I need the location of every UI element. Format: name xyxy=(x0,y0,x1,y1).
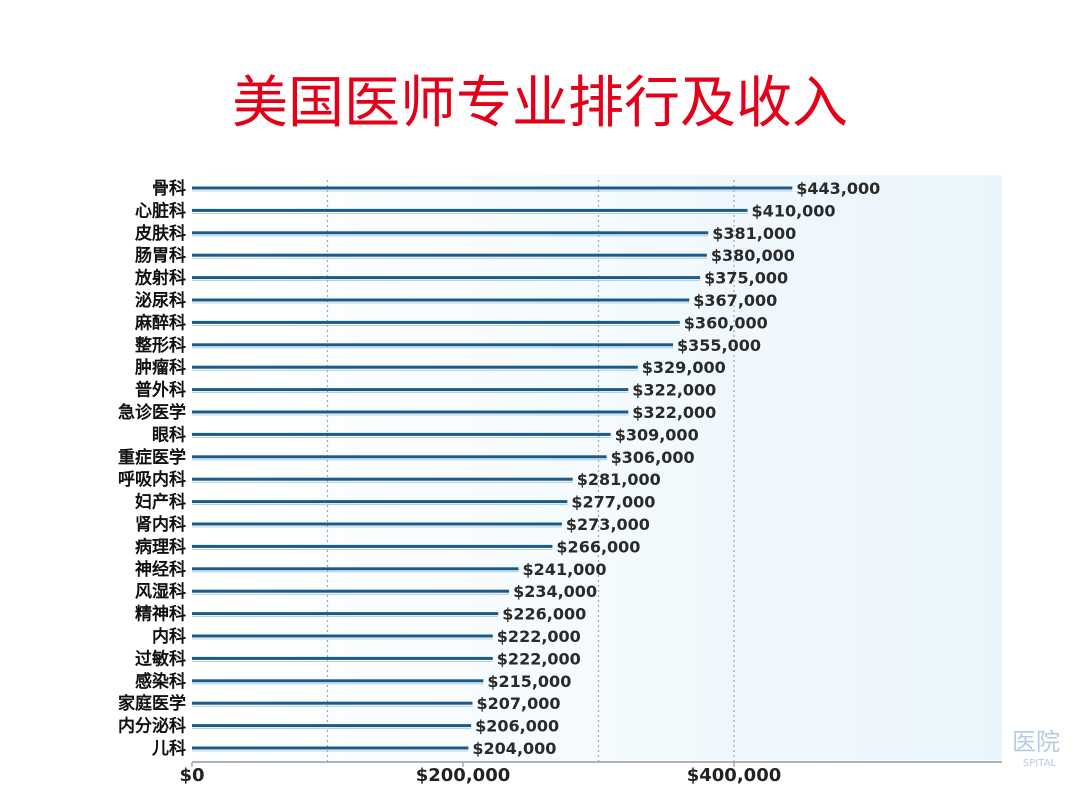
category-label-22: 感染科 xyxy=(135,671,186,692)
bar-14 xyxy=(192,500,568,504)
category-label-25: 儿科 xyxy=(151,738,186,759)
bar-25 xyxy=(192,746,469,750)
bar-24 xyxy=(192,724,472,728)
bar-6 xyxy=(192,320,680,324)
bar-13 xyxy=(192,477,573,481)
bar-12 xyxy=(192,455,607,459)
category-label-20: 内科 xyxy=(152,626,186,647)
value-label-21: $222,000 xyxy=(497,649,581,668)
bar-5 xyxy=(192,298,690,302)
category-label-8: 肿瘤科 xyxy=(135,357,186,378)
bar-19 xyxy=(192,612,499,616)
bar-10 xyxy=(192,410,629,414)
category-label-15: 肾内科 xyxy=(135,514,186,535)
category-label-5: 泌尿科 xyxy=(135,290,186,311)
value-label-14: $277,000 xyxy=(571,493,655,512)
category-label-3: 肠胃科 xyxy=(135,245,186,266)
page-title: 美国医师专业排行及收入 xyxy=(232,71,848,136)
category-label-7: 整形科 xyxy=(135,335,186,356)
value-label-8: $329,000 xyxy=(642,358,726,377)
category-label-1: 心脏科 xyxy=(135,200,186,221)
category-label-6: 麻醉科 xyxy=(134,312,186,333)
bar-1 xyxy=(192,208,748,212)
value-labels: $443,000 $410,000 $381,000 $380,000 $375,000… xyxy=(472,179,880,758)
bar-11 xyxy=(192,432,611,436)
category-label-19: 精神科 xyxy=(135,604,186,625)
category-label-9: 普外科 xyxy=(135,380,186,401)
value-label-24: $206,000 xyxy=(475,717,559,736)
bars xyxy=(192,186,793,752)
value-label-13: $281,000 xyxy=(577,470,661,489)
value-label-6: $360,000 xyxy=(684,313,768,332)
value-label-11: $309,000 xyxy=(615,425,699,444)
bar-7 xyxy=(192,343,674,347)
category-label-10: 急诊医学 xyxy=(118,402,186,423)
category-label-12: 重症医学 xyxy=(118,447,186,468)
bar-15 xyxy=(192,522,562,526)
bar-21 xyxy=(192,656,493,660)
category-label-24: 内分泌科 xyxy=(118,716,186,737)
tick-label-1: $200,000 xyxy=(416,765,511,786)
category-label-4: 放射科 xyxy=(134,268,186,289)
value-label-12: $306,000 xyxy=(611,448,695,467)
value-label-17: $241,000 xyxy=(523,560,607,579)
bar-2 xyxy=(192,231,709,235)
value-label-2: $381,000 xyxy=(712,224,796,243)
bar-4 xyxy=(192,276,701,280)
bar-0 xyxy=(192,186,793,190)
watermark-text: SPITAL xyxy=(1022,758,1056,769)
value-label-19: $226,000 xyxy=(502,605,586,624)
bar-8 xyxy=(192,365,638,369)
bar-20 xyxy=(192,634,493,638)
value-label-20: $222,000 xyxy=(497,627,581,646)
watermark-logo: 医院 xyxy=(1012,728,1060,756)
value-label-9: $322,000 xyxy=(632,381,716,400)
category-label-16: 病理科 xyxy=(135,536,186,557)
value-label-3: $380,000 xyxy=(711,246,795,265)
value-label-5: $367,000 xyxy=(693,291,777,310)
value-label-7: $355,000 xyxy=(677,336,761,355)
value-label-4: $375,000 xyxy=(704,269,788,288)
category-label-23: 家庭医学 xyxy=(118,693,186,714)
category-label-14: 妇产科 xyxy=(134,492,186,513)
category-label-18: 风湿科 xyxy=(135,581,186,602)
category-label-2: 皮肤科 xyxy=(135,223,186,244)
bar-18 xyxy=(192,589,510,593)
bar-17 xyxy=(192,567,519,571)
category-label-0: 骨科 xyxy=(152,178,186,199)
value-label-0: $443,000 xyxy=(796,179,880,198)
value-label-25: $204,000 xyxy=(472,739,556,758)
category-label-11: 眼科 xyxy=(152,424,186,445)
value-label-10: $322,000 xyxy=(632,403,716,422)
bar-9 xyxy=(192,388,629,392)
value-label-15: $273,000 xyxy=(566,515,650,534)
category-label-21: 过敏科 xyxy=(135,648,186,669)
x-axis-ticks: $0 $200,000 $400,000 xyxy=(179,762,781,786)
bar-3 xyxy=(192,253,707,257)
category-label-13: 呼吸内科 xyxy=(118,469,186,490)
value-label-18: $234,000 xyxy=(513,582,597,601)
bar-16 xyxy=(192,544,553,548)
bar-23 xyxy=(192,701,473,705)
bar-22 xyxy=(192,679,484,683)
value-label-1: $410,000 xyxy=(752,201,836,220)
value-label-22: $215,000 xyxy=(487,672,571,691)
tick-label-0: $0 xyxy=(179,765,204,786)
category-label-17: 神经科 xyxy=(135,559,186,580)
value-label-23: $207,000 xyxy=(476,694,560,713)
tick-label-2: $400,000 xyxy=(687,765,782,786)
plot-area xyxy=(192,175,1002,760)
value-label-16: $266,000 xyxy=(556,537,640,556)
category-labels: 骨科心脏科皮肤科肠胃科放射科泌尿科麻醉科整形科肿瘤科普外科急诊医学眼科重症医学呼… xyxy=(118,178,186,759)
